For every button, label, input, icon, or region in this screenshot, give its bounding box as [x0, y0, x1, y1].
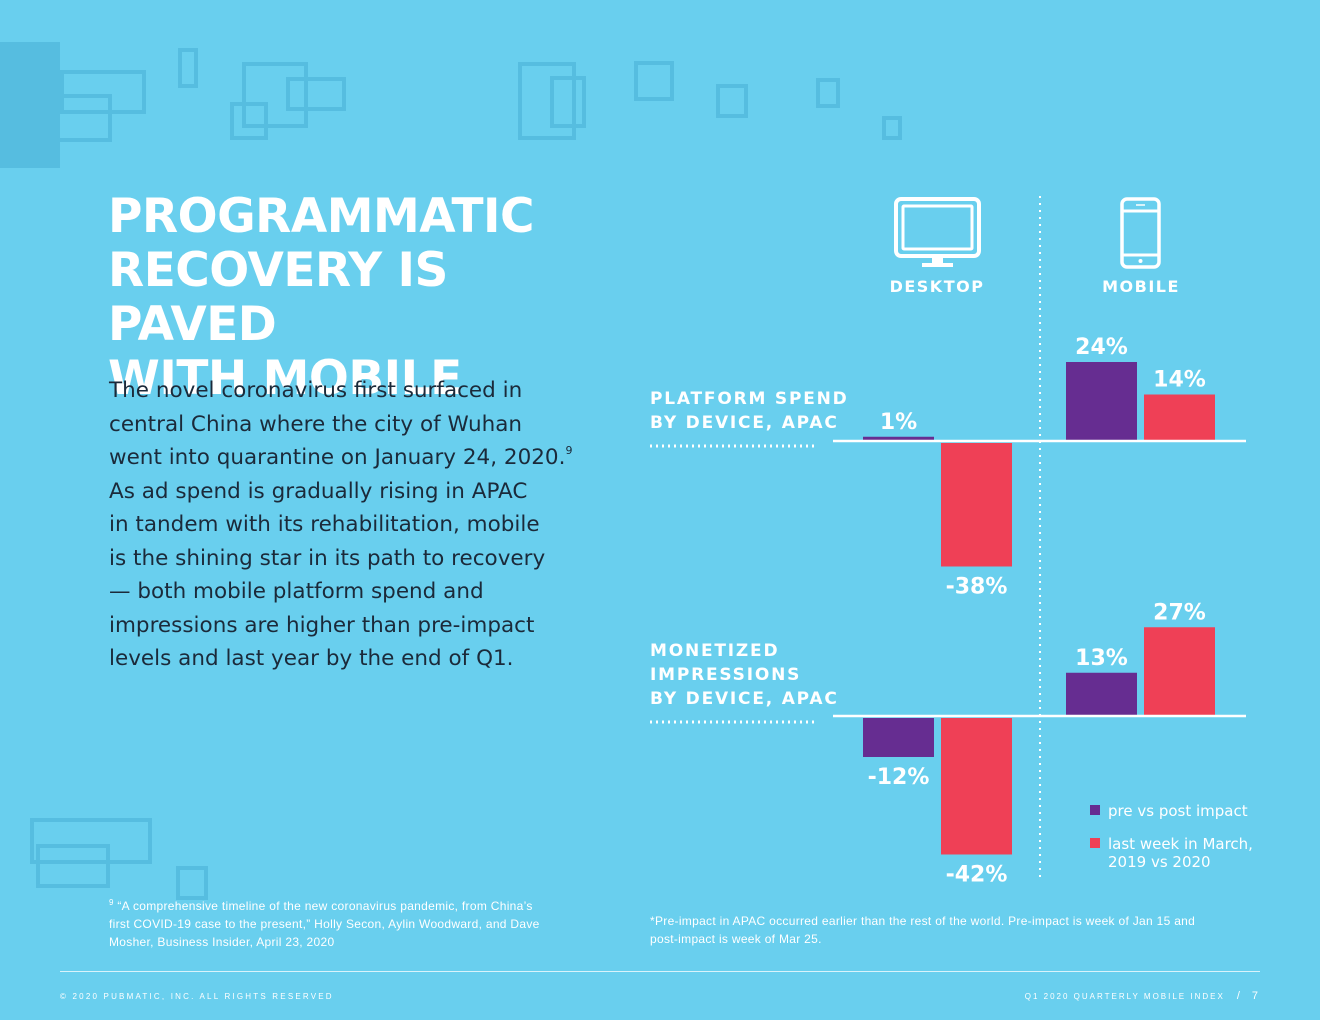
- body-line: As ad spend is gradually rising in APAC: [109, 478, 528, 504]
- legend-label-last-week: last week in March, 2019 vs 2020: [1108, 835, 1253, 871]
- mobile-phone-icon: [1120, 197, 1161, 269]
- footnote-line: Mosher, Business Insider, April 23, 2020: [109, 935, 335, 949]
- decor-square: [882, 116, 902, 140]
- footnote-note: *Pre-impact in APAC occurred earlier tha…: [650, 912, 1260, 948]
- decor-square: [30, 818, 152, 864]
- desktop-monitor-icon: [894, 197, 981, 267]
- legend-swatch-pre-vs-post: [1090, 805, 1100, 815]
- monitor-stand: [932, 256, 943, 264]
- category-label-desktop: DESKTOP: [890, 277, 985, 296]
- bar-pre-vs-post-desktop: [863, 718, 934, 757]
- legend-label-line: 2019 vs 2020: [1108, 853, 1211, 871]
- footnote-line: post-impact is week of Mar 25.: [650, 932, 822, 946]
- data-label: -12%: [868, 765, 930, 790]
- title-line: PROGRAMMATIC: [108, 189, 535, 244]
- legend-swatch-last-week: [1090, 838, 1100, 848]
- footnote-line: 9 “A comprehensive timeline of the new c…: [109, 894, 609, 915]
- bar-pre-vs-post-desktop: [863, 436, 934, 440]
- data-label: -42%: [946, 863, 1008, 888]
- decor-block: [0, 42, 60, 168]
- footnote-reference[interactable]: 9: [565, 444, 573, 457]
- legend-label-pre-vs-post: pre vs post impact: [1108, 802, 1248, 820]
- bar-pre-vs-post-mobile: [1066, 672, 1137, 715]
- decor-square: [716, 84, 748, 118]
- body-paragraph: The novel coronavirus first surfaced in …: [109, 374, 589, 676]
- title-line: WITH MOBILE: [108, 351, 462, 406]
- decor-square: [550, 76, 586, 128]
- decor-square: [176, 866, 208, 900]
- panel-title-line: IMPRESSIONS: [650, 665, 801, 685]
- bar-last-week-desktop: [941, 443, 1012, 567]
- footnote-marker: 9: [109, 898, 114, 907]
- phone-home-button: [1138, 259, 1143, 263]
- monitor-frame: [894, 197, 981, 258]
- decor-square: [60, 70, 146, 114]
- footer-divider: [60, 971, 1260, 972]
- bar-pre-vs-post-mobile: [1066, 362, 1137, 440]
- footnote-text: “A comprehensive timeline of the new cor…: [117, 899, 533, 913]
- page-number: 7: [1251, 990, 1258, 1002]
- body-line: impressions are higher than pre-impact: [109, 612, 535, 638]
- decor-square: [286, 77, 346, 111]
- panel-title-line: MONETIZED: [650, 641, 779, 661]
- data-label: 14%: [1153, 368, 1206, 393]
- body-line: went into quarantine on January 24, 2020…: [109, 441, 589, 475]
- legend-label-line: last week in March,: [1108, 835, 1253, 853]
- decor-square: [178, 48, 198, 88]
- body-line: The novel coronavirus first surfaced in: [109, 378, 523, 403]
- decor-square: [230, 102, 268, 140]
- footnote-line: first COVID-19 case to the present,” Hol…: [109, 917, 540, 931]
- data-label: 1%: [880, 410, 917, 435]
- page-title: PROGRAMMATIC RECOVERY IS PAVED WITH MOBI…: [108, 190, 628, 406]
- decor-square: [242, 62, 308, 128]
- data-label: 24%: [1075, 335, 1128, 360]
- body-line: — both mobile platform spend and: [109, 579, 484, 604]
- decor-square: [36, 844, 110, 888]
- monitor-base: [922, 263, 953, 267]
- data-label: -38%: [946, 575, 1008, 600]
- bar-last-week-mobile: [1144, 627, 1215, 715]
- footnote-source: 9 “A comprehensive timeline of the new c…: [109, 894, 609, 951]
- panel-title-line: BY DEVICE, APAC: [650, 413, 839, 433]
- category-label-mobile: MOBILE: [1102, 277, 1180, 296]
- decor-square: [56, 94, 112, 142]
- decor-square: [634, 61, 674, 101]
- bar-last-week-desktop: [941, 718, 1012, 855]
- title-line: RECOVERY IS PAVED: [108, 243, 448, 352]
- panel-title-line: BY DEVICE, APAC: [650, 689, 839, 709]
- panel-title-line: PLATFORM SPEND: [650, 389, 849, 409]
- footnote-line: *Pre-impact in APAC occurred earlier tha…: [650, 914, 1196, 928]
- decor-square: [816, 78, 840, 108]
- copyright: © 2020 PUBMATIC, INC. ALL RIGHTS RESERVE…: [60, 992, 334, 1001]
- body-line: central China where the city of Wuhan: [109, 411, 523, 437]
- report-title: Q1 2020 QUARTERLY MOBILE INDEX: [1024, 992, 1225, 1001]
- monitor-screen: [901, 204, 974, 251]
- body-line: in tandem with its rehabilitation, mobil…: [109, 512, 540, 537]
- footer-report: Q1 2020 QUARTERLY MOBILE INDEX / 7: [1025, 990, 1258, 1002]
- body-line: levels and last year by the end of Q1.: [109, 646, 514, 671]
- body-line: is the shining star in its path to recov…: [109, 545, 546, 571]
- data-label: 27%: [1153, 600, 1206, 625]
- phone-frame: [1120, 197, 1161, 269]
- body-line-text: went into quarantine on January 24, 2020…: [109, 445, 566, 470]
- decor-square: [518, 62, 576, 140]
- footer-separator: /: [1236, 990, 1242, 1002]
- data-label: 13%: [1075, 646, 1128, 671]
- bar-last-week-mobile: [1144, 394, 1215, 440]
